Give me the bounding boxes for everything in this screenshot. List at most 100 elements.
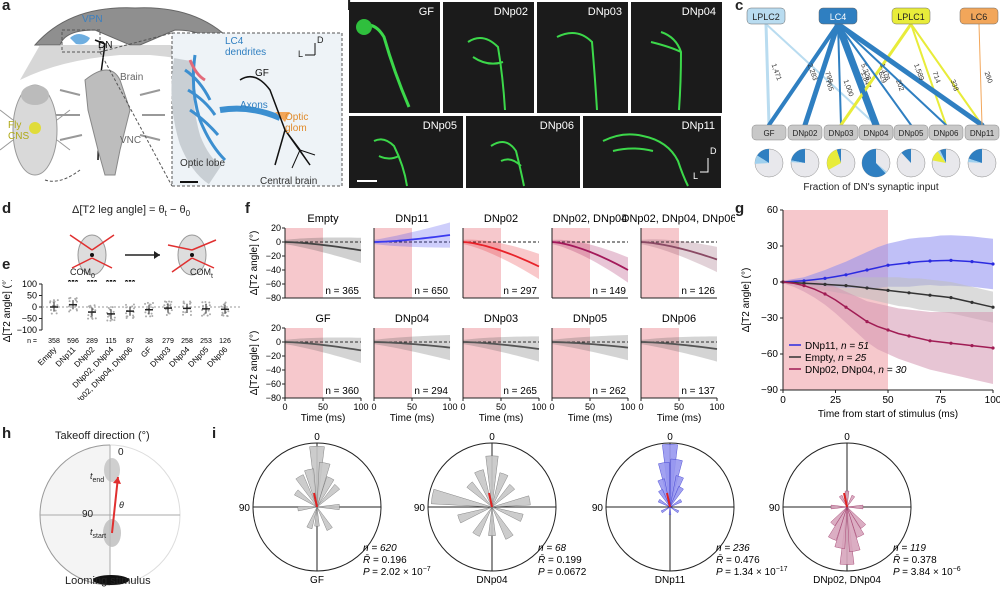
source-node-lc6	[959, 7, 999, 25]
rose-wedge	[834, 506, 848, 549]
y-tick-label: −30	[761, 313, 778, 324]
rose-wedge	[846, 494, 856, 508]
data-point	[145, 315, 148, 318]
x-axis-label: Time from start of stimulus (ms)	[818, 409, 958, 420]
n-stat: n = 119	[893, 543, 926, 554]
edge-label: 629	[877, 71, 888, 84]
data-point	[94, 309, 97, 312]
panel-label-i: i	[212, 425, 217, 442]
stimulus-window	[285, 228, 323, 298]
rose-wedge	[838, 494, 848, 508]
data-point	[222, 314, 225, 317]
significance-marker: ***	[87, 280, 98, 287]
rose-wedge	[316, 506, 333, 531]
source-node-label: LPLC1	[897, 12, 925, 22]
mean-trace	[284, 241, 362, 252]
data-point	[113, 316, 116, 319]
edge-label: 790	[823, 71, 834, 84]
data-point	[108, 314, 111, 317]
y-tick-label: −40	[266, 365, 281, 375]
axis-label-l: L	[298, 49, 304, 59]
data-point	[144, 311, 147, 314]
data-point	[94, 317, 97, 320]
label-lc4-dendrites: LC4 dendrites	[225, 36, 267, 58]
label-brain: Brain	[120, 72, 144, 83]
tick-0: 0	[489, 432, 495, 443]
rose-title: DNp02, DNp04	[813, 575, 881, 586]
connection-edge	[910, 23, 947, 126]
subplot-title: DNp02, DNp04	[553, 213, 628, 225]
pie-slice	[755, 155, 769, 164]
data-point	[949, 341, 953, 345]
mean-trace	[462, 341, 540, 350]
rose-title: DNp04	[476, 575, 508, 586]
com0-label: COM0	[70, 267, 95, 280]
n-stat: n = 236	[716, 543, 750, 554]
tick-90: 90	[769, 503, 781, 514]
x-axis-label: Time (ms)	[568, 413, 613, 424]
data-point	[112, 310, 115, 313]
pie-slice	[827, 149, 841, 170]
y-tick-label: 100	[22, 280, 37, 289]
data-point	[182, 310, 185, 313]
data-point	[150, 312, 153, 315]
subplot-title: GF	[315, 313, 331, 325]
data-point	[92, 308, 95, 311]
y-tick-label: −60	[761, 349, 778, 360]
tick-90: 90	[239, 503, 251, 514]
confidence-band	[783, 279, 993, 384]
panel-a: a VPN DN Brain Fly CNS VNC LC4 dendrites	[0, 0, 345, 190]
data-point	[183, 302, 186, 305]
panel-g: g 60 30 0 −30 −60 −90 0 25 50 75 100 Time from star…	[735, 200, 1000, 425]
data-point	[111, 306, 114, 309]
x-tick-label: 100	[985, 395, 1000, 406]
rose-wedge	[846, 506, 865, 538]
rose-title: GF	[310, 575, 324, 586]
data-point	[165, 300, 168, 303]
label-central-brain: Central brain	[260, 176, 318, 187]
y-tick-label: −90	[761, 385, 778, 396]
rose-wedge	[488, 506, 496, 537]
data-point	[802, 281, 806, 285]
x-tick-label: 50	[674, 402, 684, 412]
data-point	[132, 314, 135, 317]
data-point	[75, 300, 78, 303]
x-axis-label: Time (ms)	[479, 413, 524, 424]
connection-edge	[764, 22, 771, 127]
rose-wedge	[316, 503, 340, 511]
x-tick-label: 100	[709, 402, 724, 412]
source-node-lc4	[818, 7, 858, 25]
panel-label-g: g	[735, 200, 745, 217]
data-point	[182, 305, 185, 308]
tick-0: 0	[314, 432, 320, 443]
rose-wedge	[474, 469, 493, 508]
source-node-lplc2	[746, 7, 786, 25]
data-point	[226, 314, 229, 317]
y-tick-label: 30	[767, 241, 779, 252]
panel-d: d Δ[T2 leg angle] = θt − θ0 COM0 COMt	[0, 200, 250, 280]
data-point	[208, 304, 211, 307]
rose-wedge	[491, 506, 524, 522]
subplot-title: DNp02, DNp04, DNp06	[622, 213, 735, 225]
t-start-label: tstart	[90, 527, 107, 540]
legend-label: Empty, n = 25	[805, 353, 867, 364]
rose-wedge	[830, 504, 848, 510]
data-point	[184, 311, 187, 314]
axis-label-d: D	[317, 35, 324, 45]
data-point	[189, 300, 192, 303]
n-value: 115	[105, 338, 116, 345]
connection-edge	[767, 22, 840, 127]
x-tick-label: 100	[353, 402, 368, 412]
panel-label-d: d	[2, 200, 12, 217]
x-tick-label: 100	[620, 402, 635, 412]
r-stat: R̄ = 0.196	[363, 553, 407, 566]
edge-label: 2,283	[806, 63, 819, 82]
x-tick-label: 50	[496, 402, 506, 412]
data-point	[75, 297, 78, 300]
data-point	[54, 309, 57, 312]
data-point	[201, 301, 204, 304]
pie-slice	[940, 149, 946, 163]
subplot-title: Empty	[307, 213, 339, 225]
target-node-label: DNp02	[793, 129, 818, 138]
